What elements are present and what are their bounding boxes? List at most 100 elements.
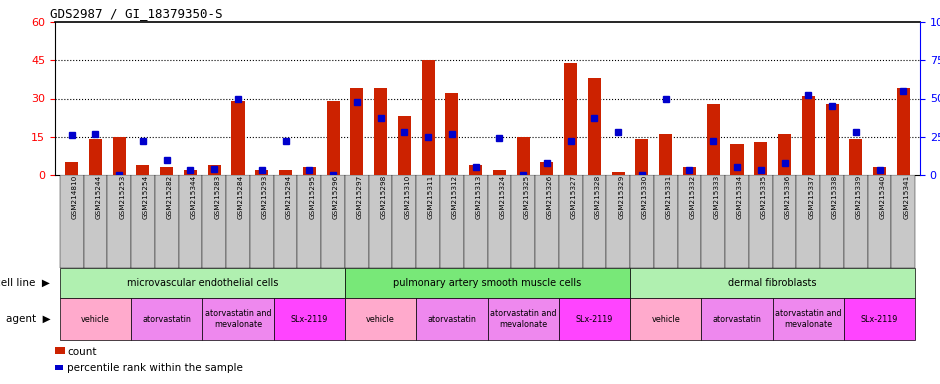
Bar (488, 298, 558, 340)
Text: SLx-2119: SLx-2119 (290, 314, 328, 323)
Bar (630, 298, 701, 340)
Text: GSM215310: GSM215310 (404, 175, 411, 219)
Bar (821, 175, 844, 268)
Bar (345, 175, 368, 268)
Text: GSM215331: GSM215331 (666, 175, 672, 219)
Text: GSM215338: GSM215338 (832, 175, 838, 219)
Bar (231, 101, 244, 175)
Text: GSM215296: GSM215296 (333, 175, 339, 219)
Text: vehicle: vehicle (651, 314, 681, 323)
Bar (707, 104, 720, 175)
Bar (250, 175, 274, 268)
Text: GSM215340: GSM215340 (880, 175, 885, 219)
Bar (279, 170, 292, 175)
Text: GSM215326: GSM215326 (547, 175, 553, 219)
Bar (227, 175, 250, 268)
Bar (778, 134, 791, 175)
Text: GSM215344: GSM215344 (191, 175, 196, 219)
Bar (850, 139, 862, 175)
Text: GSM215253: GSM215253 (119, 175, 125, 219)
Bar (564, 63, 577, 175)
Text: GSM215335: GSM215335 (760, 175, 767, 219)
Bar (730, 144, 744, 175)
Bar (368, 175, 392, 268)
Bar (60, 175, 84, 268)
Bar (558, 298, 630, 340)
Bar (446, 93, 459, 175)
Text: GSM215294: GSM215294 (286, 175, 291, 219)
Bar (635, 139, 649, 175)
Bar (897, 88, 910, 175)
Text: GSM215254: GSM215254 (143, 175, 149, 219)
Bar (725, 175, 749, 268)
Text: GSM215282: GSM215282 (166, 175, 173, 219)
Text: SLx-2119: SLx-2119 (861, 314, 899, 323)
Bar (155, 175, 179, 268)
Text: GSM215339: GSM215339 (855, 175, 862, 219)
Text: vehicle: vehicle (367, 314, 395, 323)
Text: GSM215330: GSM215330 (642, 175, 648, 219)
Bar (274, 298, 345, 340)
Text: pulmonary artery smooth muscle cells: pulmonary artery smooth muscle cells (393, 278, 582, 288)
Text: GSM215341: GSM215341 (903, 175, 909, 219)
Bar (844, 298, 916, 340)
Bar (160, 167, 173, 175)
Text: GSM215312: GSM215312 (452, 175, 458, 219)
Bar (345, 298, 416, 340)
Bar (511, 175, 535, 268)
Bar (558, 175, 583, 268)
Bar (683, 167, 696, 175)
Bar (540, 162, 554, 175)
Bar (255, 170, 268, 175)
Text: GSM215333: GSM215333 (713, 175, 719, 219)
Bar (60, 268, 345, 298)
Bar (678, 175, 701, 268)
Bar (440, 175, 463, 268)
Bar (701, 298, 773, 340)
Bar (326, 101, 339, 175)
Bar (659, 134, 672, 175)
Text: GSM215337: GSM215337 (808, 175, 814, 219)
Bar (606, 175, 630, 268)
Bar (463, 175, 488, 268)
Bar (773, 175, 796, 268)
Bar (65, 162, 78, 175)
Bar (297, 175, 321, 268)
Bar (303, 167, 316, 175)
Text: GSM214810: GSM214810 (71, 175, 78, 219)
Bar (654, 175, 678, 268)
Bar (421, 60, 434, 175)
Text: atorvastatin and
mevalonate: atorvastatin and mevalonate (205, 309, 272, 329)
Text: GSM215297: GSM215297 (357, 175, 363, 219)
Bar (588, 78, 601, 175)
Text: GSM215313: GSM215313 (476, 175, 481, 219)
Text: GSM215327: GSM215327 (571, 175, 576, 219)
Text: GSM215298: GSM215298 (381, 175, 386, 219)
Text: GSM215334: GSM215334 (737, 175, 743, 219)
Bar (392, 175, 416, 268)
Bar (274, 175, 297, 268)
Text: GSM215328: GSM215328 (594, 175, 601, 219)
Bar (630, 175, 654, 268)
Bar (517, 137, 529, 175)
Text: atorvastatin and
mevalonate: atorvastatin and mevalonate (776, 309, 841, 329)
Bar (184, 170, 197, 175)
Bar (891, 175, 916, 268)
Text: GSM215283: GSM215283 (214, 175, 220, 219)
Bar (131, 298, 202, 340)
Bar (488, 175, 511, 268)
Text: atorvastatin: atorvastatin (428, 314, 477, 323)
Bar (535, 175, 558, 268)
Bar (202, 298, 274, 340)
Text: atorvastatin and
mevalonate: atorvastatin and mevalonate (490, 309, 556, 329)
Text: agent  ▶: agent ▶ (6, 314, 51, 324)
Text: percentile rank within the sample: percentile rank within the sample (68, 363, 243, 373)
Text: atorvastatin: atorvastatin (713, 314, 761, 323)
Bar (208, 165, 221, 175)
Bar (469, 165, 482, 175)
Bar (796, 175, 821, 268)
Bar (136, 165, 149, 175)
Bar (179, 175, 202, 268)
Bar (802, 96, 815, 175)
Text: microvascular endothelial cells: microvascular endothelial cells (127, 278, 278, 288)
